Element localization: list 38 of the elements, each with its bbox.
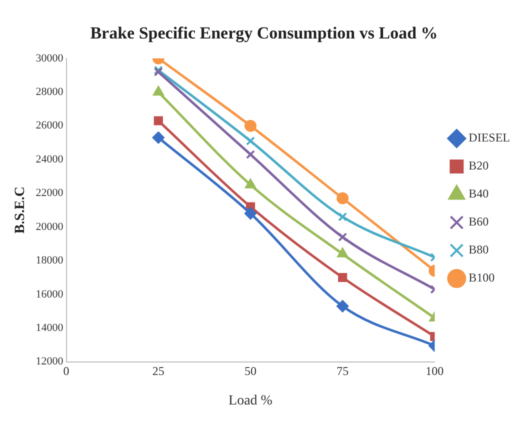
x-axis-title: Load %: [228, 393, 273, 408]
y-axis-title: B.S.E.C: [13, 186, 28, 234]
y-tick-label: 20000: [36, 220, 64, 233]
legend-label: B60: [468, 214, 489, 229]
y-tick-label: 18000: [36, 254, 64, 267]
legend-label: DIESEL: [468, 130, 510, 145]
y-tick-label: 12000: [36, 356, 64, 368]
point: [244, 120, 256, 132]
point: [246, 150, 256, 160]
point: [336, 300, 349, 312]
point: [152, 132, 164, 144]
point: [246, 136, 256, 146]
point: [245, 178, 256, 188]
y-tick-label: 16000: [36, 288, 64, 300]
x-tick-label: 50: [244, 364, 256, 378]
x-tick-label: 0: [63, 364, 70, 378]
y-tick-label: 14000: [36, 322, 64, 334]
point: [338, 232, 348, 242]
point: [336, 192, 349, 204]
legend-label: B20: [468, 158, 489, 173]
point: [153, 86, 164, 96]
y-tick-label: 24000: [36, 153, 64, 166]
legend-label: B80: [468, 242, 489, 257]
y-tick-label: 28000: [36, 86, 64, 98]
y-tick-label: 30000: [36, 52, 64, 64]
chart-title: Brake Specific Energy Consumption vs Load %: [90, 24, 438, 43]
x-tick-label: 75: [336, 364, 349, 378]
point: [244, 207, 256, 220]
legend-label: B40: [468, 186, 489, 201]
point: [154, 116, 163, 126]
x-tick-label: 25: [152, 364, 164, 378]
point: [338, 272, 348, 282]
x-tick-label: 100: [426, 364, 444, 378]
point: [338, 212, 348, 222]
point: [337, 248, 348, 258]
y-tick-label: 26000: [36, 120, 64, 132]
y-tick-label: 22000: [36, 187, 64, 200]
legend-label: B100: [468, 270, 495, 285]
